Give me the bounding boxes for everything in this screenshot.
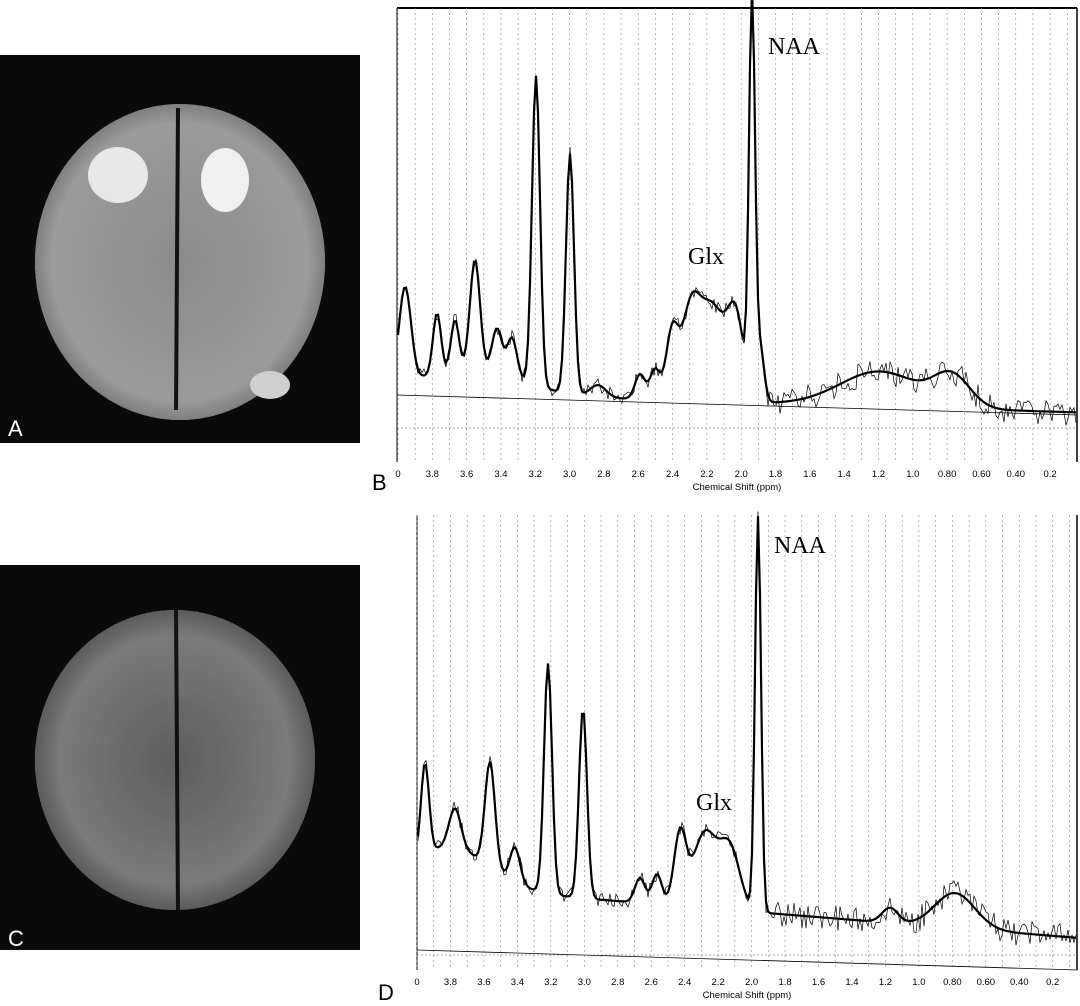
x-axis-title: Chemical Shift (ppm)	[703, 990, 792, 1001]
x-tick-label: 2.2	[700, 469, 713, 480]
x-tick-label: 1.2	[872, 469, 885, 480]
x-tick-label: 2.0	[735, 469, 748, 480]
x-tick-label: 3.0	[563, 469, 576, 480]
x-tick-label: 1.8	[769, 469, 782, 480]
panel-label: A	[8, 416, 23, 441]
x-tick-label: 3.2	[544, 977, 557, 988]
peak-annotation: NAA	[774, 533, 827, 559]
x-tick-label: 3.6	[477, 977, 490, 988]
x-tick-label: 1.0	[906, 469, 919, 480]
x-tick-label: 2.6	[645, 977, 658, 988]
mri-image-a: A	[0, 55, 360, 443]
x-tick-label: 2.4	[666, 469, 679, 480]
x-tick-label: 0.40	[1010, 977, 1029, 988]
x-tick-label: 0.80	[943, 977, 962, 988]
peak-annotation: Glx	[696, 790, 732, 816]
spectrum-fit	[396, 0, 1077, 414]
x-tick-label: 3.8	[444, 977, 457, 988]
x-tick-label: 1.4	[845, 977, 858, 988]
x-tick-label: 1.0	[912, 977, 925, 988]
x-tick-label: 0.40	[1007, 469, 1026, 480]
spectrum-d: 0 3.8 3.6 3.4 3.2 3.0 2.8 2.6 2.4 2.2 2.0 1.8 1.6 1.4…	[378, 511, 1078, 1005]
x-axis-title: Chemical Shift (ppm)	[693, 482, 782, 493]
x-tick-label: 1.6	[812, 977, 825, 988]
x-tick-label: 2.0	[745, 977, 758, 988]
peak-annotation: NAA	[768, 34, 821, 60]
x-tick-label: 0	[414, 977, 419, 988]
x-tick-label: 3.0	[578, 977, 591, 988]
x-tick-label: 0.80	[938, 469, 957, 480]
x-tick-label: 1.4	[838, 469, 851, 480]
peak-annotation: Glx	[688, 244, 724, 270]
x-tick-label: 0	[395, 469, 400, 480]
x-tick-label: 1.6	[803, 469, 816, 480]
x-tick-label: 2.2	[712, 977, 725, 988]
x-tick-label: 2.4	[678, 977, 691, 988]
x-tick-label: 2.8	[611, 977, 624, 988]
baseline-fit	[396, 394, 1078, 416]
spectrum-raw	[397, 0, 1077, 427]
x-tick-label: 3.8	[426, 469, 439, 480]
x-tick-label: 0.2	[1043, 469, 1056, 480]
baseline-fit	[416, 949, 1078, 971]
spectrum-fit	[416, 516, 1077, 939]
spectrum-b: 0 3.8 3.6 3.4 3.2 3.0 2.8 2.6 2.4 2.2 2.0 1.8 1.6 1.4…	[372, 0, 1078, 495]
panel-label: B	[372, 470, 387, 495]
x-tick-label: 0.2	[1046, 977, 1059, 988]
x-tick-label: 3.6	[460, 469, 473, 480]
x-tick-label: 2.6	[632, 469, 645, 480]
x-tick-label: 0.60	[972, 469, 991, 480]
spectrum-raw	[417, 511, 1077, 946]
panel-label: C	[8, 926, 24, 951]
x-tick-label: 3.4	[494, 469, 507, 480]
mri-image-c: C	[0, 565, 360, 951]
x-tick-label: 0.60	[977, 977, 996, 988]
x-tick-label: 1.8	[778, 977, 791, 988]
x-tick-label: 1.2	[879, 977, 892, 988]
x-tick-label: 2.8	[597, 469, 610, 480]
x-tick-label: 3.4	[511, 977, 524, 988]
panel-label: D	[378, 980, 394, 1005]
x-tick-label: 3.2	[529, 469, 542, 480]
